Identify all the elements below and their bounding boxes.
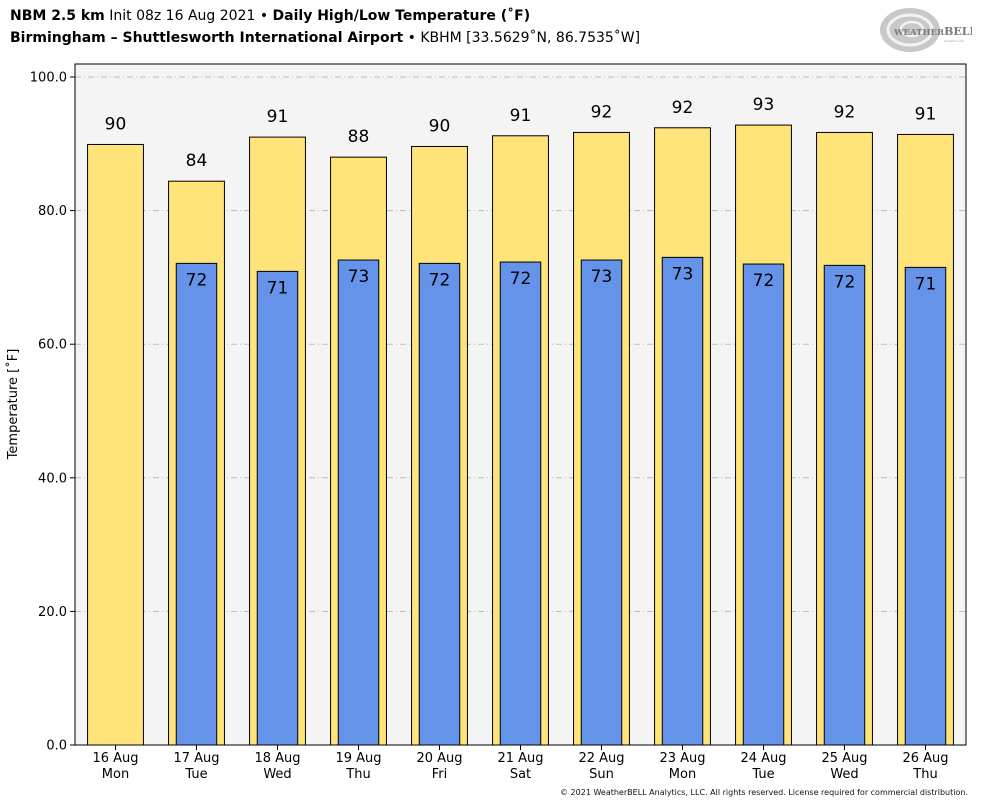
y-axis-label: Temperature [˚F] xyxy=(5,349,21,461)
low-value-label: 73 xyxy=(672,264,694,284)
x-tick-date: 18 Aug xyxy=(254,751,300,766)
low-value-label: 71 xyxy=(267,278,289,298)
x-tick-day: Tue xyxy=(751,767,774,782)
station-name: Birmingham – Shuttlesworth International… xyxy=(10,30,404,46)
x-tick-day: Thu xyxy=(345,767,370,782)
x-tick-day: Fri xyxy=(432,767,448,782)
y-tick-label: 100.0 xyxy=(30,71,67,86)
x-tick-day: Thu xyxy=(912,767,937,782)
chart-header: NBM 2.5 km Init 08z 16 Aug 2021 • Daily … xyxy=(10,5,870,49)
init-time: Init 08z 16 Aug 2021 xyxy=(109,8,256,24)
high-value-label: 93 xyxy=(753,95,775,115)
x-tick-day: Sun xyxy=(589,767,614,782)
y-tick-label: 80.0 xyxy=(38,204,67,219)
bars-layer: 90 84 72 91 71 88 73 90 72 91 72 92 73 92 73 93 72 92 72 91… xyxy=(87,95,954,746)
high-value-label: 92 xyxy=(834,102,856,122)
low-value-label: 72 xyxy=(753,271,775,291)
x-tick-day: Mon xyxy=(102,767,129,782)
x-tick-date: 20 Aug xyxy=(416,751,462,766)
low-bar xyxy=(823,264,866,746)
y-tick-label: 20.0 xyxy=(38,605,67,620)
low-bar xyxy=(175,262,218,746)
weatherbell-logo: WEATHERBELL Analytics LLC xyxy=(880,8,972,52)
y-tick-label: 0.0 xyxy=(46,739,67,754)
y-tick-label: 60.0 xyxy=(38,338,67,353)
x-tick-day: Wed xyxy=(263,767,291,782)
bullet-1: • xyxy=(259,8,269,24)
low-bar xyxy=(256,270,299,746)
header-line-2: Birmingham – Shuttlesworth International… xyxy=(10,27,870,49)
x-tick-date: 16 Aug xyxy=(92,751,138,766)
low-value-label: 72 xyxy=(510,269,532,289)
high-value-label: 90 xyxy=(429,116,451,136)
x-tick-date: 25 Aug xyxy=(821,751,867,766)
low-bar xyxy=(661,256,704,746)
low-bar xyxy=(418,262,461,746)
high-value-label: 84 xyxy=(186,151,208,171)
y-axis: 0.0 20.0 40.0 60.0 80.0 100.0 xyxy=(30,71,75,754)
high-value-label: 88 xyxy=(348,127,370,147)
x-tick-date: 24 Aug xyxy=(740,751,786,766)
low-bar xyxy=(904,266,947,746)
svg-text:WEATHERBELL: WEATHERBELL xyxy=(893,25,972,38)
high-value-label: 90 xyxy=(105,114,127,134)
low-value-label: 73 xyxy=(591,267,613,287)
low-value-label: 71 xyxy=(915,274,937,294)
x-tick-day: Tue xyxy=(184,767,207,782)
bullet-2: • xyxy=(407,30,416,46)
high-value-label: 91 xyxy=(915,104,937,124)
high-value-label: 91 xyxy=(510,106,532,126)
low-bar xyxy=(580,259,623,746)
low-bar xyxy=(337,259,380,746)
low-value-label: 72 xyxy=(186,270,208,290)
high-value-label: 92 xyxy=(672,98,694,118)
copyright-footer: © 2021 WeatherBELL Analytics, LLC. All r… xyxy=(560,788,968,797)
x-tick-date: 23 Aug xyxy=(659,751,705,766)
low-value-label: 72 xyxy=(834,272,856,292)
x-tick-date: 17 Aug xyxy=(173,751,219,766)
logo-subtext: Analytics LLC xyxy=(944,39,964,43)
x-tick-day: Mon xyxy=(669,767,696,782)
high-bar xyxy=(87,143,144,746)
logo-text-bell: BELL xyxy=(944,25,972,38)
low-bar xyxy=(742,263,785,746)
x-tick-date: 26 Aug xyxy=(902,751,948,766)
x-tick-day: Sat xyxy=(510,767,531,782)
station-meta: KBHM [33.5629˚N, 86.7535˚W] xyxy=(420,30,641,46)
x-tick-day: Wed xyxy=(830,767,858,782)
low-bar xyxy=(499,261,542,746)
high-value-label: 92 xyxy=(591,102,613,122)
x-tick-date: 21 Aug xyxy=(497,751,543,766)
y-tick-label: 40.0 xyxy=(38,471,67,486)
product-title: Daily High/Low Temperature (˚F) xyxy=(272,8,531,24)
low-value-label: 73 xyxy=(348,267,370,287)
x-tick-date: 19 Aug xyxy=(335,751,381,766)
logo-text-weather: WEATHER xyxy=(893,28,945,38)
header-line-1: NBM 2.5 km Init 08z 16 Aug 2021 • Daily … xyxy=(10,5,870,27)
high-value-label: 91 xyxy=(267,107,289,127)
low-value-label: 72 xyxy=(429,270,451,290)
x-tick-date: 22 Aug xyxy=(578,751,624,766)
model-name: NBM 2.5 km xyxy=(10,8,105,24)
